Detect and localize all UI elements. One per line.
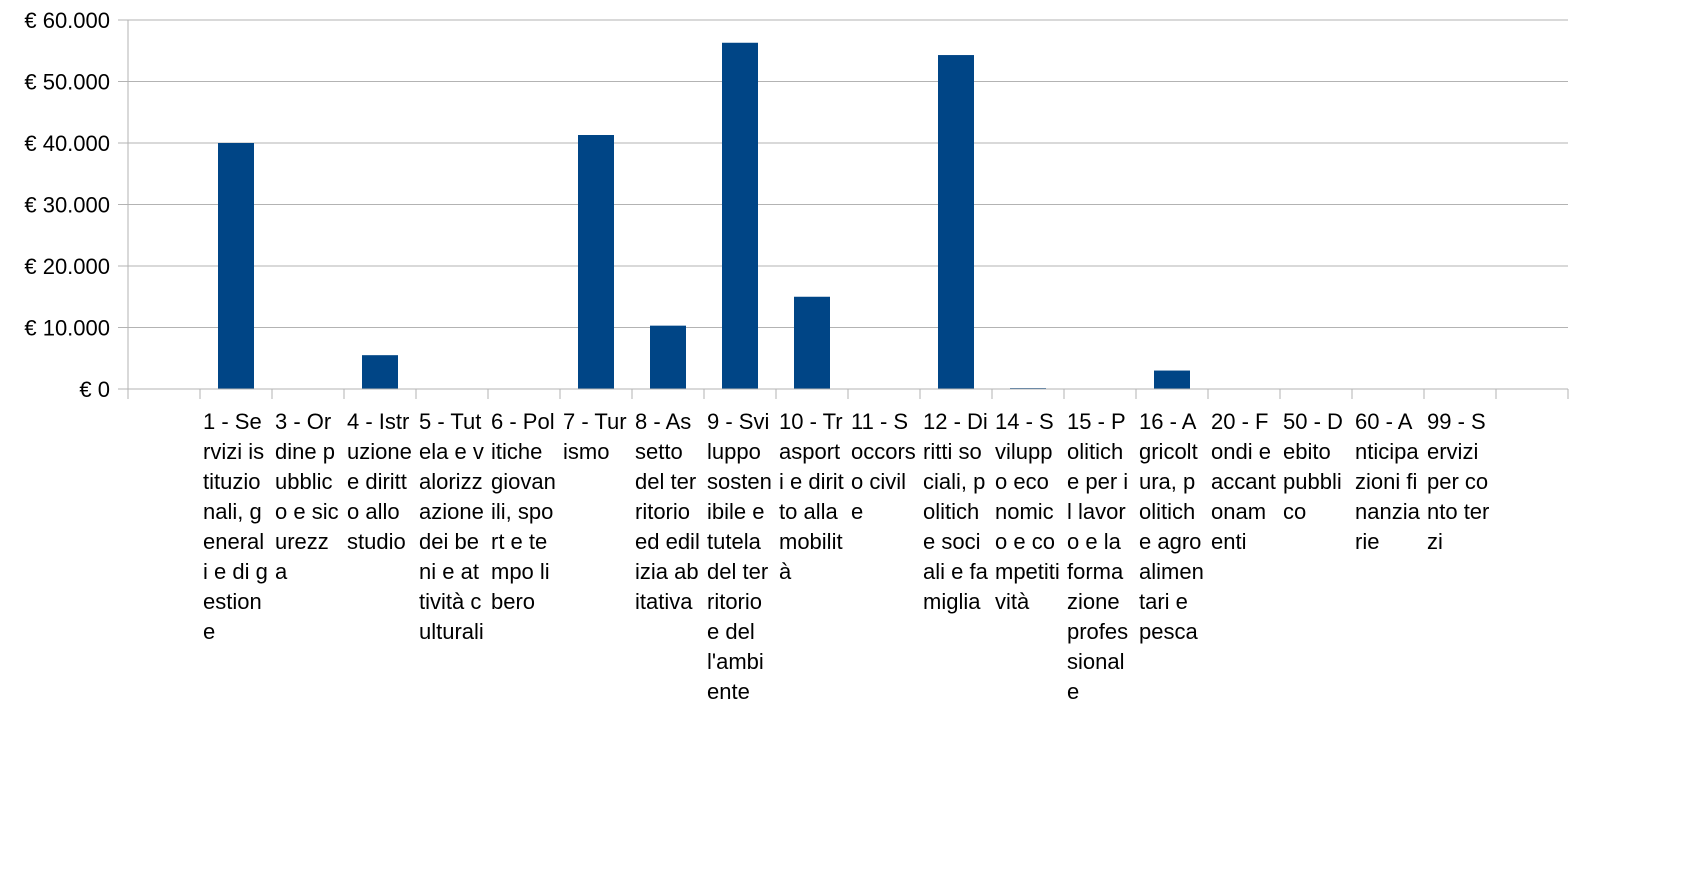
x-tick-label: 8 - Assetto del territorio ed edilizia a… — [635, 409, 700, 614]
bar — [794, 296, 830, 389]
x-tick-label: 15 - Politiche per il lavoro e la formaz… — [1067, 409, 1129, 704]
bar — [578, 135, 614, 389]
grid-lines — [118, 19, 1568, 390]
y-axis-tick-labels: € 0 € 10.000 € 20.000 € 30.000 € 40.000 € 50.… — [24, 8, 110, 402]
y-tick-label: € 10.000 — [24, 316, 110, 341]
x-tick-label: 99 - Servizi per conto terzi — [1427, 409, 1490, 554]
y-tick-label: € 30.000 — [24, 193, 110, 218]
x-tick-label: 3 - Ordine pubblico e sicurezza — [275, 409, 339, 584]
bar — [650, 325, 686, 389]
x-tick-label: 16 - Agricoltura, politiche agroalimenta… — [1139, 409, 1204, 644]
x-tick-label: 20 - Fondi e accantonamenti — [1211, 409, 1276, 554]
x-tick-label: 7 - Turismo — [563, 409, 627, 464]
x-tick-label: 5 - Tutela e valorizzazione dei beni e a… — [419, 409, 484, 644]
bar — [1154, 370, 1190, 389]
axes — [127, 20, 1569, 399]
bar — [722, 42, 758, 389]
x-tick-label: 14 - Sviluppo economico e competitività — [995, 409, 1060, 614]
y-tick-label: € 50.000 — [24, 70, 110, 95]
x-tick-label: 6 - Politiche giovanili, sport e tempo l… — [491, 409, 556, 614]
x-tick-label: 11 - Soccorso civile — [851, 409, 916, 524]
x-tick-label: 12 - Diritti sociali, politiche sociali … — [923, 409, 988, 614]
x-tick-label: 1 - Servizi istituzionali, generali e di… — [203, 409, 268, 644]
x-tick-label: 50 - Debito pubblico — [1283, 409, 1343, 524]
x-tick-label: 60 - Anticipazioni finanziarie — [1355, 409, 1420, 554]
bars — [218, 42, 1190, 390]
x-tick-label: 9 - Sviluppo sostenibile e tutela del te… — [707, 409, 772, 704]
y-tick-label: € 60.000 — [24, 8, 110, 33]
y-tick-label: € 20.000 — [24, 254, 110, 279]
bar — [938, 55, 974, 390]
bar — [218, 143, 254, 389]
y-tick-label: € 0 — [79, 377, 110, 402]
x-tick-label: 4 - Istruzione e diritto allo studio — [347, 409, 412, 554]
bar — [362, 355, 398, 389]
y-tick-label: € 40.000 — [24, 131, 110, 156]
x-tick-label: 10 - Trasporti e diritto alla mobilità — [779, 409, 844, 584]
